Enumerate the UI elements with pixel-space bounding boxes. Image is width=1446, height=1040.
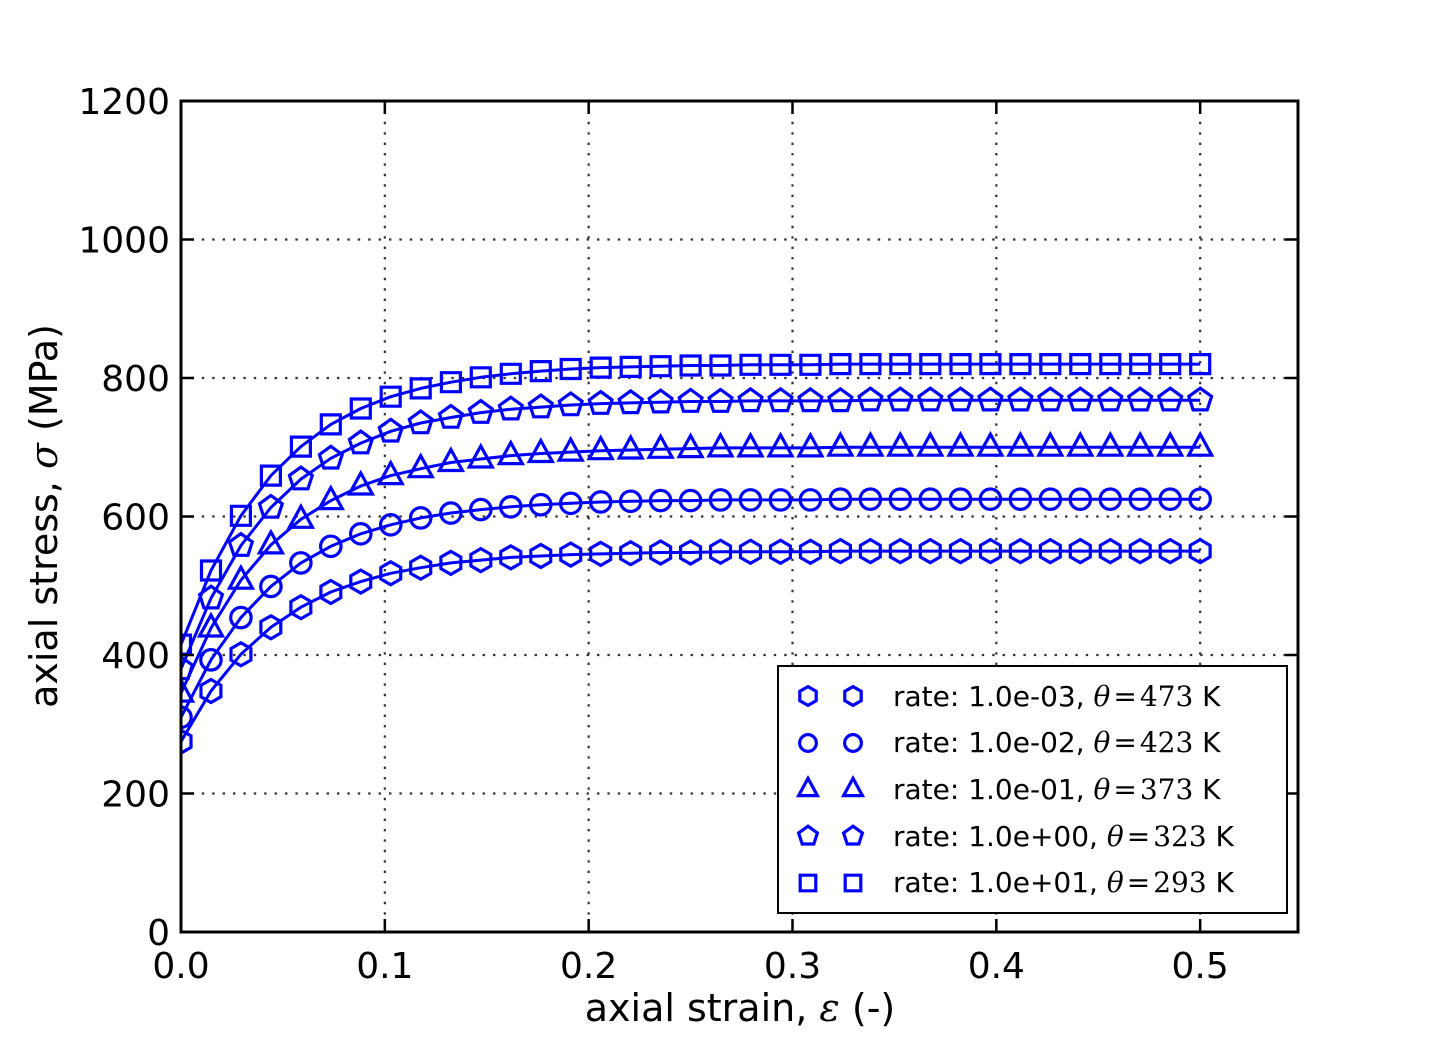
equals-sign: = [1126,866,1151,900]
x-tick-label-0.5: 0.5 [1172,946,1229,987]
series-markers-rate10e-02-circle [181,487,1212,730]
pentagon-icon [841,824,865,846]
temperature-unit: K [1193,726,1221,760]
temperature-unit: K [1206,819,1234,853]
legend-label-rate10e-02: rate: 1.0e-02, θ = 423 K [893,726,1221,759]
temperature-value: 373 [1139,772,1194,806]
series-markers-rate10e-03-hexagon [181,537,1212,755]
triangle-icon [795,775,821,798]
equals-sign: = [1113,726,1137,760]
series-group [181,353,1215,755]
temperature-value: 293 [1153,866,1207,900]
temperature-unit: K [1193,772,1221,806]
x-tick-label-0.2: 0.2 [560,946,617,987]
legend-entry-rate10e-01: rate: 1.0e-01, θ = 373 K [791,767,1280,811]
legend-label-rate10e-03: rate: 1.0e-03, θ = 473 K [893,680,1221,713]
square-icon [843,873,863,893]
x-tick-label-0.1: 0.1 [356,946,413,987]
y-tick-label-600: 600 [101,498,170,539]
legend-rate-text: rate: 1.0e-01, [893,772,1094,806]
temperature-unit: K [1206,866,1234,900]
x-axis-label-text: axial strain, [584,986,820,1030]
hexagon-icon [798,685,818,708]
theta-symbol: θ [1093,679,1111,713]
y-tick-label-800: 800 [101,359,170,400]
y-tick-label-400: 400 [101,636,170,677]
square-icon [798,873,818,893]
legend-rate-text: rate: 1.0e-03, [893,679,1094,713]
y-tick-label-0: 0 [147,913,170,954]
legend-rate-text: rate: 1.0e+01, [893,866,1107,900]
x-axis-label: axial strain, ε (-) [585,986,896,1030]
equals-sign: = [1113,679,1137,713]
legend-entry-rate10e-02: rate: 1.0e-02, θ = 423 K [791,721,1280,765]
legend-label-rate10e-01: rate: 1.0e-01, θ = 373 K [893,773,1221,806]
legend-marker-pair-hexagon-icon [798,685,863,708]
x-axis-label-unit: (-) [839,986,896,1030]
x-tick-label-0.0: 0.0 [152,946,209,987]
temperature-value: 473 [1139,679,1194,713]
circle-icon [843,733,863,753]
series-markers-rate10e-01-triangle [181,430,1215,703]
theta-symbol: θ [1093,772,1111,806]
y-tick-label-1200: 1200 [78,82,170,123]
equals-sign: = [1126,819,1151,853]
theta-symbol: θ [1106,819,1124,853]
y-axis-label-text: axial stress, [22,469,66,708]
legend-marker-pair-circle-icon [798,733,863,753]
temperature-value: 423 [1139,726,1194,760]
legend-marker-pair-triangle-icon [795,775,866,798]
y-tick-label-200: 200 [101,775,170,816]
y-axis-label-unit: (MPa) [22,324,66,444]
temperature-unit: K [1193,679,1221,713]
triangle-icon [840,775,866,798]
pentagon-icon [796,824,820,846]
theta-symbol: θ [1106,866,1124,900]
legend-rate-text: rate: 1.0e-02, [893,726,1094,760]
equals-sign: = [1113,772,1137,806]
tick-labels-group: 0.0 0.1 0.2 0.3 0.4 0.5 0 200 400 600 800 1000 1200 [78,82,1228,987]
x-tick-label-0.4: 0.4 [968,946,1025,987]
epsilon-symbol: ε [819,986,840,1030]
legend-entry-rate10e-03: rate: 1.0e-03, θ = 473 K [791,674,1280,718]
hexagon-icon [843,685,863,708]
legend-label-rate10e+00: rate: 1.0e+00, θ = 323 K [893,820,1234,853]
tick-marks-group [179,99,1298,934]
legend-entry-rate10e+00: rate: 1.0e+00, θ = 323 K [791,814,1280,858]
legend-rate-text: rate: 1.0e+00, [893,819,1107,853]
circle-icon [798,733,818,753]
temperature-value: 323 [1153,819,1207,853]
legend-marker-pair-pentagon-icon [796,824,865,846]
legend-entry-rate10e+01: rate: 1.0e+01, θ = 293 K [791,861,1280,905]
legend-marker-pair-square-icon [798,873,863,893]
sigma-symbol: σ [22,443,66,470]
x-tick-label-0.3: 0.3 [764,946,821,987]
series-markers-rate10e+00-pentagon [181,386,1214,681]
legend-label-rate10e+01: rate: 1.0e+01, θ = 293 K [893,866,1234,899]
theta-symbol: θ [1093,726,1111,760]
y-tick-label-1000: 1000 [78,221,170,262]
y-axis-label: axial stress, σ (MPa) [22,324,66,708]
